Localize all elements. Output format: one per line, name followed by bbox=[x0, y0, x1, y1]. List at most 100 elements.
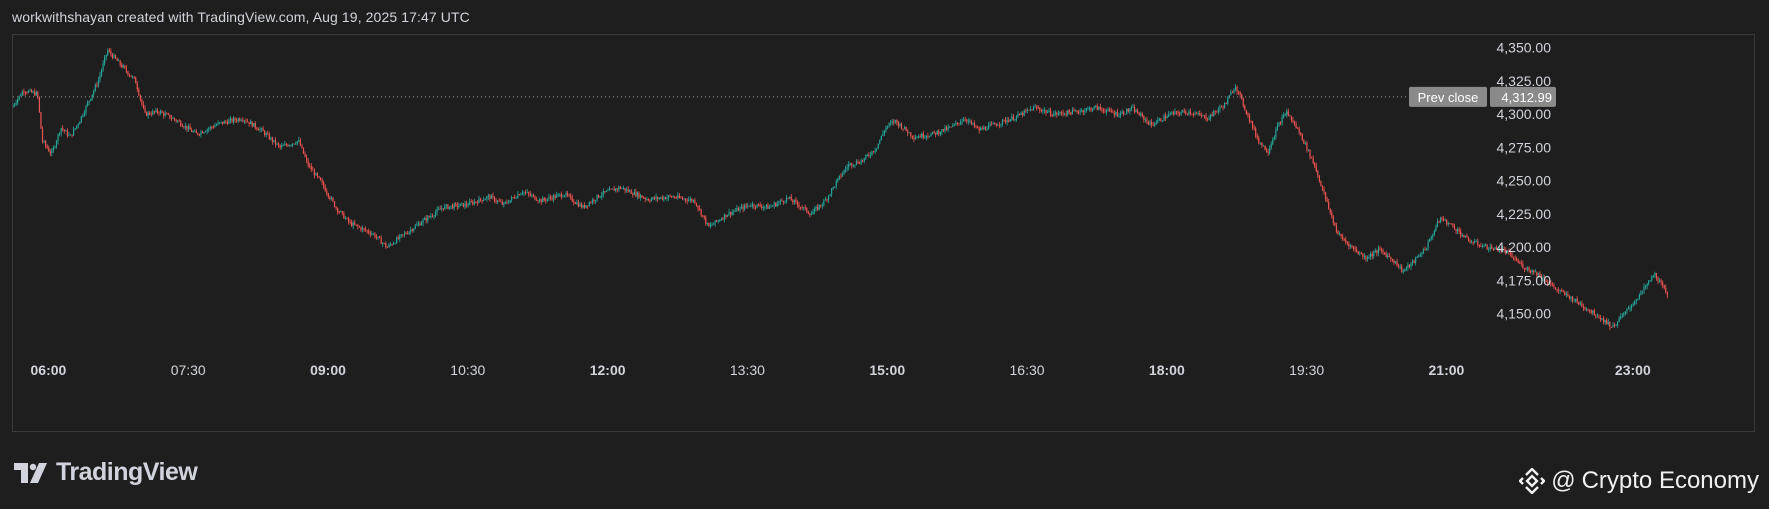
candle bbox=[240, 118, 242, 122]
candle bbox=[995, 122, 997, 128]
candle-body bbox=[1057, 113, 1060, 115]
candle-body bbox=[1641, 290, 1644, 292]
candle-body bbox=[1056, 112, 1058, 115]
candle bbox=[152, 108, 154, 116]
candle-body bbox=[357, 225, 359, 227]
candle-body bbox=[880, 135, 882, 141]
candle bbox=[781, 198, 783, 202]
candle bbox=[815, 205, 817, 212]
candle-body bbox=[747, 205, 749, 207]
candle bbox=[801, 205, 803, 210]
candle-body bbox=[1034, 106, 1036, 108]
candle bbox=[223, 120, 225, 124]
candle-body bbox=[1054, 112, 1056, 115]
candle bbox=[417, 220, 420, 227]
candle-body bbox=[394, 243, 396, 245]
candle bbox=[1511, 251, 1513, 258]
candle bbox=[834, 186, 836, 188]
candle-body bbox=[1314, 162, 1316, 167]
candle bbox=[1405, 266, 1407, 272]
candle bbox=[952, 123, 954, 128]
candle-body bbox=[1233, 89, 1235, 93]
time-axis[interactable]: 06:00 07:30 09:00 10:30 12:00 13:30 15:00 16:30… bbox=[31, 362, 1651, 378]
candle-body bbox=[315, 173, 317, 176]
tradingview-logo[interactable]: TradingView bbox=[14, 458, 198, 487]
candle bbox=[102, 60, 104, 72]
candlestick-chart[interactable]: 4,350.004,325.004,300.004,275.004,250.00… bbox=[13, 35, 1754, 431]
candle bbox=[551, 195, 553, 202]
candle-body bbox=[1113, 112, 1115, 115]
candle bbox=[93, 89, 95, 97]
candle-body bbox=[209, 126, 211, 129]
candle-body bbox=[1039, 108, 1041, 111]
candle-body bbox=[1081, 110, 1083, 112]
candle-body bbox=[382, 243, 384, 245]
candle-body bbox=[1578, 302, 1580, 305]
candle bbox=[1557, 287, 1560, 294]
candle bbox=[762, 204, 764, 212]
candle-body bbox=[1474, 241, 1476, 243]
candle bbox=[242, 117, 244, 123]
candle bbox=[796, 199, 799, 208]
price-tick-label: 4,275.00 bbox=[1497, 139, 1552, 155]
candle-body bbox=[489, 195, 491, 199]
time-tick-label: 16:30 bbox=[1010, 362, 1045, 378]
time-tick-label: 19:30 bbox=[1289, 362, 1324, 378]
candle-body bbox=[1630, 305, 1633, 309]
candle bbox=[945, 125, 948, 131]
candle bbox=[136, 80, 138, 93]
candle bbox=[1469, 238, 1471, 244]
candle bbox=[756, 204, 758, 209]
candle bbox=[767, 202, 769, 209]
candle-body bbox=[532, 195, 534, 197]
candle-body bbox=[660, 197, 662, 199]
candle-body bbox=[1270, 144, 1272, 148]
candle-body bbox=[1357, 251, 1359, 254]
candle-body bbox=[290, 144, 292, 146]
candle bbox=[147, 110, 149, 119]
candle-body bbox=[360, 227, 362, 231]
candle-body bbox=[1609, 322, 1611, 328]
candle bbox=[1579, 300, 1581, 306]
candle bbox=[1293, 120, 1296, 127]
candle bbox=[1151, 118, 1153, 128]
candle bbox=[256, 126, 258, 131]
price-axis[interactable]: 4,350.004,325.004,300.004,275.004,250.00… bbox=[1497, 40, 1552, 322]
candle-body bbox=[396, 237, 398, 244]
candle bbox=[68, 131, 70, 137]
candle-body bbox=[1411, 260, 1414, 264]
prev-close-tag: Prev close 4,312.99 bbox=[1409, 86, 1556, 107]
candle bbox=[997, 123, 999, 126]
candle-body bbox=[223, 121, 225, 124]
candle-body bbox=[598, 194, 600, 198]
candle bbox=[633, 189, 635, 196]
candle-body bbox=[531, 195, 533, 197]
candle-body bbox=[610, 188, 612, 190]
candle bbox=[38, 96, 41, 113]
candle bbox=[1321, 185, 1324, 192]
candle bbox=[537, 199, 539, 204]
candle bbox=[453, 202, 455, 211]
candle bbox=[1115, 110, 1117, 117]
candle bbox=[734, 207, 736, 212]
candle-body bbox=[1416, 257, 1418, 258]
candle bbox=[288, 144, 291, 147]
candle-body bbox=[1388, 255, 1390, 258]
candle-body bbox=[635, 191, 637, 197]
candle-body bbox=[1537, 272, 1539, 276]
candle-body bbox=[1596, 316, 1599, 318]
chart-frame[interactable]: 4,350.00 4,325.00 4,300.00 4,275.00 4,250.00… bbox=[12, 34, 1755, 432]
candle bbox=[203, 131, 205, 135]
candle-body bbox=[344, 217, 347, 219]
candle bbox=[349, 219, 351, 225]
candle bbox=[377, 236, 379, 241]
candle bbox=[1087, 106, 1089, 111]
candle bbox=[1514, 255, 1516, 262]
candle-body bbox=[714, 220, 716, 224]
candle-body bbox=[723, 214, 726, 220]
candle-body bbox=[565, 193, 567, 196]
candle bbox=[657, 196, 659, 203]
candle-body bbox=[54, 146, 56, 148]
candle bbox=[329, 195, 331, 201]
candle-body bbox=[1453, 226, 1456, 230]
